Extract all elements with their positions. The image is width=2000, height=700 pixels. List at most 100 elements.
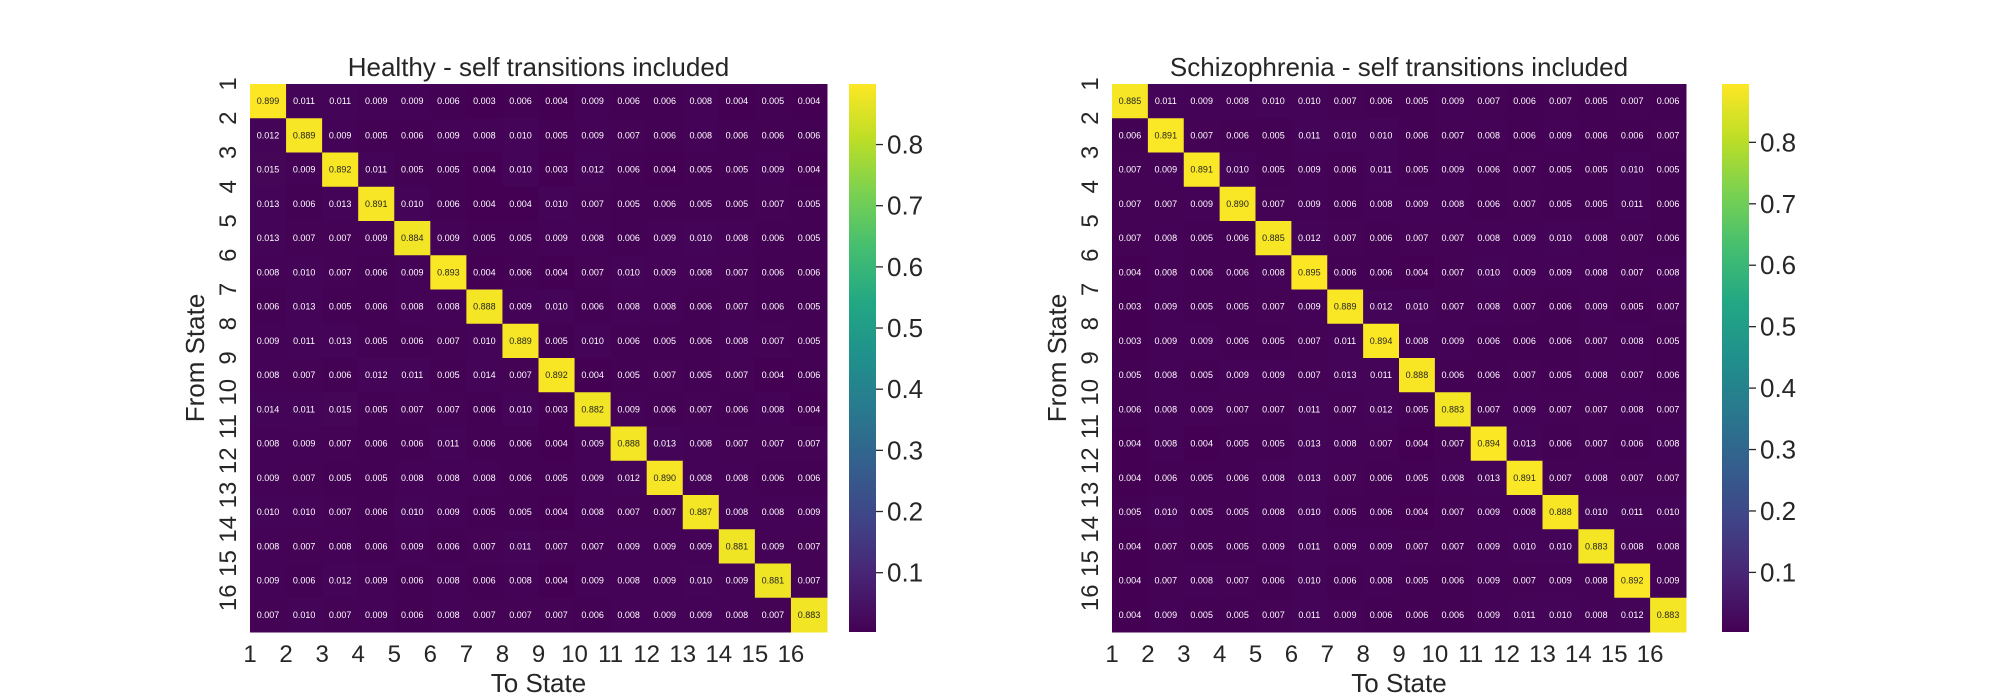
schizophrenia-cell-label: 0.005	[1585, 199, 1608, 209]
healthy-cell-label: 0.013	[257, 199, 280, 209]
healthy-cell-r10-c11	[610, 392, 648, 427]
schizophrenia-cell-r11-c9	[1399, 426, 1436, 462]
schizophrenia-y-tick-label: 7	[1077, 283, 1104, 296]
healthy-cell-r7-c15	[754, 289, 792, 325]
schizophrenia-cell-label: 0.008	[1334, 439, 1357, 449]
healthy-cell-label: 0.005	[365, 130, 388, 140]
healthy-cell-label: 0.007	[293, 473, 316, 483]
schizophrenia-cell-r1-c15	[1614, 84, 1651, 119]
schizophrenia-cell-label: 0.883	[1442, 404, 1465, 414]
schizophrenia-cell-r7-c13	[1542, 289, 1579, 325]
schizophrenia-cell-label: 0.890	[1226, 199, 1249, 209]
healthy-cell-r9-c9	[538, 358, 576, 393]
schizophrenia-cell-label: 0.007	[1657, 473, 1680, 483]
schizophrenia-cell-r16-c7	[1327, 597, 1364, 633]
schizophrenia-cell-r3-c13	[1542, 152, 1579, 188]
schizophrenia-cell-r11-c11	[1470, 426, 1508, 462]
healthy-cell-label: 0.009	[581, 439, 604, 449]
schizophrenia-cell-label: 0.006	[1549, 439, 1572, 449]
healthy-cell-r8-c5	[394, 323, 431, 359]
schizophrenia-cell-r3-c9	[1399, 152, 1436, 188]
schizophrenia-cell-label: 0.008	[1477, 130, 1500, 140]
healthy-cell-label: 0.887	[690, 507, 713, 517]
healthy-cell-r11-c3	[322, 426, 359, 462]
healthy-cell-label: 0.006	[690, 302, 713, 312]
schizophrenia-cell-label: 0.007	[1513, 302, 1536, 312]
schizophrenia-cell-r15-c5	[1255, 563, 1292, 599]
schizophrenia-cell-r14-c1	[1112, 529, 1149, 564]
healthy-cell-r14-c1	[250, 529, 287, 564]
healthy-cell-r8-c6	[430, 323, 467, 359]
schizophrenia-cell-r7-c8	[1363, 289, 1400, 325]
schizophrenia-colorbar-tick-label: 0.5	[1760, 312, 1796, 342]
healthy-cell-r15-c14	[718, 563, 756, 599]
healthy-cell-r13-c10	[574, 495, 612, 530]
healthy-cell-r5-c13	[682, 221, 720, 256]
healthy-cell-r13-c8	[502, 495, 539, 530]
healthy-cell-r2-c8	[502, 118, 539, 153]
schizophrenia-cell-r13-c3	[1183, 495, 1221, 530]
schizophrenia-cell-label: 0.003	[1119, 336, 1142, 346]
healthy-cell-label: 0.008	[762, 507, 785, 517]
schizophrenia-cell-label: 0.010	[1549, 610, 1572, 620]
schizophrenia-cell-label: 0.006	[1190, 267, 1213, 277]
schizophrenia-cell-r6-c6	[1291, 255, 1328, 290]
schizophrenia-cell-label: 0.007	[1155, 576, 1178, 586]
schizophrenia-cell-r10-c5	[1255, 392, 1292, 427]
healthy-cell-label: 0.012	[617, 473, 640, 483]
healthy-x-tick-label: 5	[388, 641, 401, 668]
schizophrenia-cell-r8-c13	[1542, 323, 1579, 359]
healthy-y-tick-label: 15	[215, 550, 242, 577]
healthy-cell-r2-c12	[646, 118, 684, 153]
healthy-cell-label: 0.009	[365, 96, 388, 106]
healthy-cell-r11-c14	[718, 426, 756, 462]
healthy-cell-r6-c16	[790, 255, 828, 290]
schizophrenia-y-tick-label: 15	[1077, 550, 1104, 577]
schizophrenia-cell-label: 0.008	[1262, 473, 1285, 483]
healthy-cell-label: 0.006	[762, 473, 785, 483]
schizophrenia-cell-label: 0.004	[1406, 507, 1429, 517]
schizophrenia-cell-r5-c8	[1363, 221, 1400, 256]
schizophrenia-cell-label: 0.007	[1442, 130, 1465, 140]
schizophrenia-cell-label: 0.007	[1657, 404, 1680, 414]
healthy-cell-label: 0.007	[509, 610, 532, 620]
schizophrenia-cell-r15-c6	[1291, 563, 1328, 599]
healthy-cell-r4-c10	[574, 186, 612, 222]
schizophrenia-cell-r16-c10	[1434, 597, 1472, 633]
healthy-cell-r14-c12	[646, 529, 684, 564]
schizophrenia-cell-label: 0.006	[1621, 439, 1644, 449]
schizophrenia-cell-label: 0.006	[1513, 130, 1536, 140]
schizophrenia-cell-label: 0.012	[1621, 610, 1644, 620]
schizophrenia-cell-r9-c16	[1650, 358, 1687, 393]
schizophrenia-y-tick-label: 3	[1077, 146, 1104, 159]
schizophrenia-cell-r12-c4	[1219, 460, 1256, 496]
schizophrenia-cell-r7-c11	[1470, 289, 1508, 325]
schizophrenia-cell-label: 0.006	[1442, 610, 1465, 620]
schizophrenia-cell-label: 0.007	[1334, 96, 1357, 106]
healthy-cell-label: 0.006	[473, 439, 496, 449]
healthy-cell-r16-c15	[754, 597, 792, 633]
schizophrenia-cell-label: 0.005	[1190, 302, 1213, 312]
schizophrenia-cell-r16-c12	[1506, 597, 1543, 633]
schizophrenia-cell-label: 0.004	[1119, 473, 1142, 483]
healthy-cell-label: 0.010	[581, 336, 604, 346]
healthy-cell-label: 0.004	[509, 199, 532, 209]
schizophrenia-cell-label: 0.006	[1334, 165, 1357, 175]
healthy-cell-label: 0.004	[726, 96, 749, 106]
schizophrenia-cell-r15-c11	[1470, 563, 1508, 599]
schizophrenia-cell-r6-c8	[1363, 255, 1400, 290]
healthy-cell-r1-c9	[538, 84, 576, 119]
schizophrenia-cell-label: 0.004	[1406, 267, 1429, 277]
schizophrenia-cell-r2-c1	[1112, 118, 1149, 153]
healthy-cell-label: 0.006	[401, 130, 424, 140]
healthy-ylabel: From State	[180, 294, 210, 423]
healthy-cell-r13-c9	[538, 495, 576, 530]
healthy-cell-label: 0.007	[726, 439, 749, 449]
healthy-cell-r1-c7	[466, 84, 503, 119]
healthy-cell-label: 0.005	[545, 130, 568, 140]
healthy-cell-r10-c10	[574, 392, 612, 427]
schizophrenia-cell-label: 0.005	[1190, 370, 1213, 380]
schizophrenia-cell-r15-c15	[1614, 563, 1651, 599]
healthy-cell-label: 0.009	[437, 233, 460, 243]
schizophrenia-cell-r2-c4	[1219, 118, 1256, 153]
